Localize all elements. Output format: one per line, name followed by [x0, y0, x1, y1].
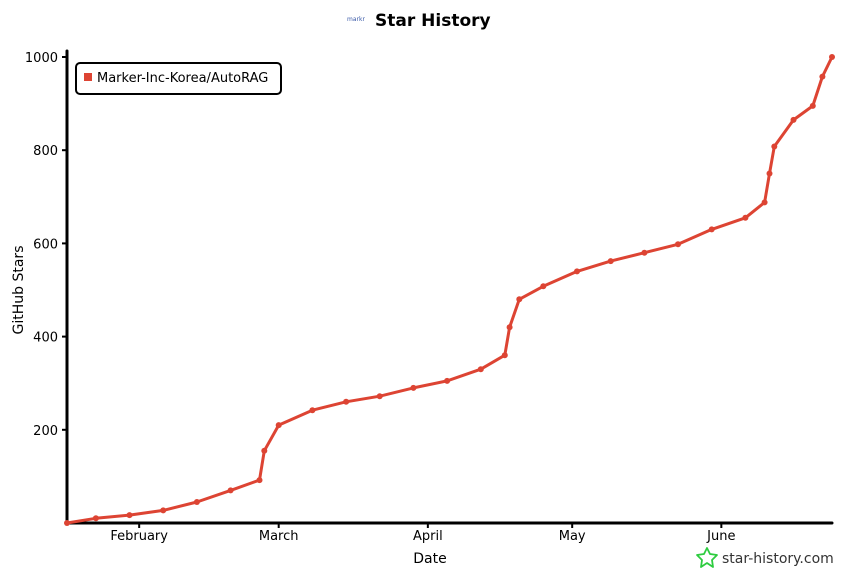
data-point [275, 422, 282, 429]
x-tick-label: June [706, 529, 735, 544]
x-tick-label: March [259, 529, 299, 544]
data-point [761, 199, 768, 206]
data-point [261, 447, 268, 454]
data-point [227, 487, 234, 494]
y-axis-ticks: 200 400 600 800 1000 [25, 51, 67, 439]
y-tick-label: 400 [33, 331, 58, 346]
y-axis-label: GitHub Stars [11, 246, 27, 335]
data-point [506, 324, 513, 331]
series-line [65, 55, 834, 525]
x-tick-label: April [413, 529, 443, 544]
data-point [574, 268, 580, 275]
data-point [742, 214, 749, 221]
data-point [410, 384, 417, 391]
data-point [64, 520, 70, 526]
data-point [444, 377, 451, 384]
data-point [766, 170, 773, 177]
data-point [708, 226, 715, 233]
y-tick-label: 600 [33, 237, 58, 252]
data-point [641, 249, 648, 256]
data-point [607, 258, 614, 265]
data-point [771, 143, 778, 150]
x-tick-label: May [559, 529, 586, 544]
chart-axes [65, 49, 834, 526]
data-point [477, 366, 484, 373]
legend-box [75, 62, 282, 95]
y-tick-label: 800 [33, 144, 58, 159]
series-group [64, 54, 835, 526]
data-point [193, 499, 200, 505]
data-point [516, 296, 523, 303]
data-point [809, 102, 816, 109]
data-point [790, 116, 797, 123]
legend-label: Marker-Inc-Korea/AutoRAG [97, 71, 268, 86]
chart-title: Star History [375, 11, 491, 31]
data-point [160, 507, 167, 514]
legend: Marker-Inc-Korea/AutoRAG [75, 62, 282, 95]
x-axis-label: Date [413, 551, 446, 567]
brand-logo: markr [347, 16, 365, 23]
data-point [819, 73, 826, 80]
x-tick-label: February [110, 529, 168, 544]
y-tick-label: 200 [33, 424, 58, 439]
x-axis-ticks: February March April May June [110, 523, 735, 544]
data-point [675, 241, 681, 248]
data-point [540, 283, 547, 290]
legend-swatch [84, 73, 92, 81]
data-point [343, 398, 350, 405]
data-point [501, 352, 508, 359]
data-point [309, 407, 316, 414]
data-point [376, 393, 383, 400]
y-tick-label: 1000 [25, 51, 58, 66]
watermark: star-history.com [696, 547, 834, 568]
star-outline-icon [696, 547, 718, 568]
watermark-text: star-history.com [722, 551, 834, 567]
data-point [829, 54, 835, 60]
data-point [256, 477, 263, 484]
data-point [126, 512, 133, 519]
data-point [92, 515, 99, 522]
